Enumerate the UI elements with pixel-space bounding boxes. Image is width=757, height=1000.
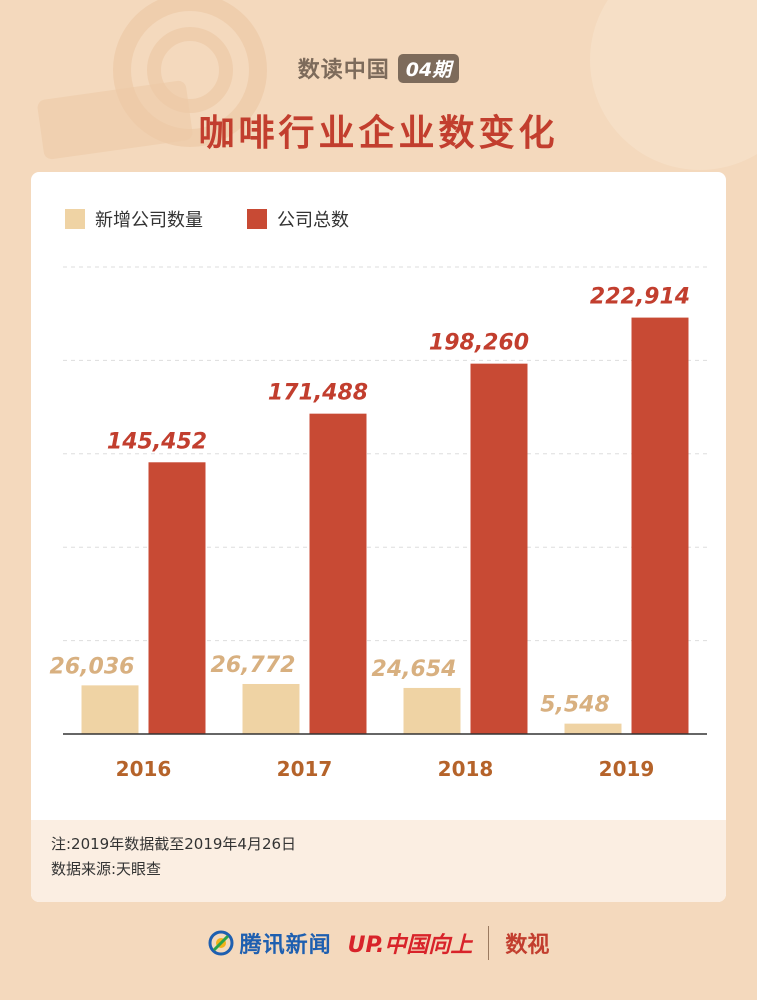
header: 数读中国 04期: [0, 52, 757, 84]
page-title: 咖啡行业企业数变化: [198, 113, 559, 154]
x-tick-label: 2017: [277, 757, 333, 781]
data-label-total: 198,260: [429, 331, 529, 356]
bar-total-companies: [148, 462, 206, 734]
data-label-new: 26,036: [50, 654, 135, 679]
tencent-news-text: 腾讯新闻: [239, 933, 332, 958]
bar-new-companies: [403, 687, 461, 734]
legend-swatch-total: [247, 209, 267, 229]
x-tick-label: 2019: [599, 757, 655, 781]
data-label-total: 145,452: [107, 429, 207, 454]
series-name: 数读中国: [297, 58, 390, 83]
notes: 注:2019年数据截至2019年4月26日 数据来源:天眼查: [51, 832, 296, 882]
data-label-new: 24,654: [372, 657, 457, 682]
tencent-news-logo: 腾讯新闻: [208, 927, 332, 959]
x-tick-label: 2016: [116, 757, 172, 781]
legend-label-total: 公司总数: [277, 210, 349, 231]
data-label-total: 222,914: [590, 285, 690, 310]
data-label-new: 5,548: [540, 693, 610, 718]
bar-total-companies: [631, 317, 689, 734]
footer-logos: 腾讯新闻 UP.中国向上 数视: [0, 918, 757, 968]
issue-number: 04期: [397, 53, 460, 83]
legend-label-new: 新增公司数量: [95, 210, 203, 231]
chart-card: 新增公司数量 公司总数 26,036 145,452 2016 26,772 171,4…: [31, 172, 726, 902]
data-label-total: 171,488: [268, 381, 368, 406]
bar-chart: 26,036 145,452 2016 26,772 171,488 2017 24,654…: [50, 266, 707, 781]
issue-tag: 数读中国 04期: [297, 52, 460, 84]
data-label-new: 26,772: [211, 653, 296, 678]
bar-total-companies: [470, 363, 528, 734]
card-footer: [31, 820, 726, 902]
legend: 新增公司数量 公司总数: [65, 206, 349, 232]
data-note: 注:2019年数据截至2019年4月26日: [51, 835, 297, 853]
legend-swatch-new: [65, 209, 85, 229]
up-china-logo: UP.中国向上: [347, 933, 473, 958]
bar-new-companies: [242, 683, 300, 734]
legend-item-new: 新增公司数量: [65, 206, 203, 232]
legend-item-total: 公司总数: [247, 206, 349, 232]
x-tick-label: 2018: [438, 757, 494, 781]
data-source: 数据来源:天眼查: [51, 860, 162, 878]
bar-new-companies: [564, 723, 622, 734]
tencent-news-icon: [208, 930, 234, 956]
bar-new-companies: [81, 685, 139, 734]
shushi-logo: 数视: [505, 933, 550, 958]
logo-divider: [488, 926, 490, 960]
bar-total-companies: [309, 413, 367, 734]
